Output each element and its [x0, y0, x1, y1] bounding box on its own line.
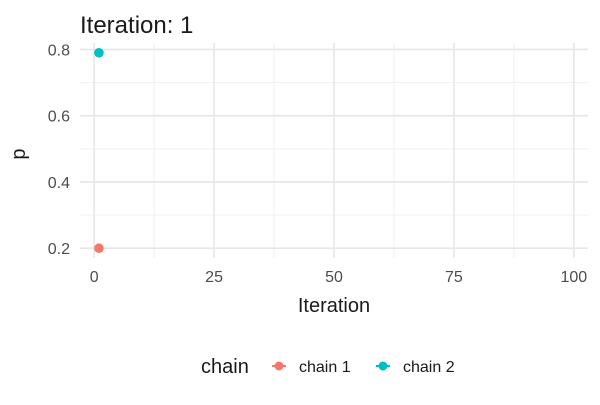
y-tick-label: 0.4 — [48, 175, 70, 192]
data-points — [94, 47, 104, 254]
y-axis-ticks: 0.2 0.4 0.6 0.8 — [48, 42, 70, 258]
chart-title: Iteration: 1 — [80, 12, 193, 39]
x-tick-label: 50 — [325, 269, 343, 286]
major-gridlines — [80, 43, 588, 258]
data-point-chain-1 — [94, 243, 104, 254]
x-tick-label: 75 — [445, 269, 463, 286]
y-tick-label: 0.8 — [48, 42, 70, 59]
y-tick-label: 0.6 — [48, 109, 70, 126]
legend-title: chain — [201, 356, 249, 378]
legend-item-chain-1: chain 1 — [272, 359, 351, 376]
legend-item-chain-2: chain 2 — [376, 359, 455, 376]
legend-label-chain-1: chain 1 — [299, 359, 351, 376]
legend-key-chain-2-dot — [378, 361, 388, 371]
x-axis-ticks: 0 25 50 75 100 — [90, 269, 588, 286]
data-point-chain-2 — [94, 47, 104, 58]
legend: chain chain 1 chain 2 — [201, 356, 455, 378]
x-axis-title: Iteration — [298, 295, 370, 317]
x-tick-label: 25 — [205, 269, 223, 286]
legend-label-chain-2: chain 2 — [403, 359, 455, 376]
legend-key-chain-1-dot — [274, 361, 284, 371]
y-tick-label: 0.2 — [48, 241, 70, 258]
y-axis-title: p — [8, 148, 30, 159]
x-tick-label: 0 — [90, 269, 99, 286]
x-tick-label: 100 — [560, 269, 587, 286]
